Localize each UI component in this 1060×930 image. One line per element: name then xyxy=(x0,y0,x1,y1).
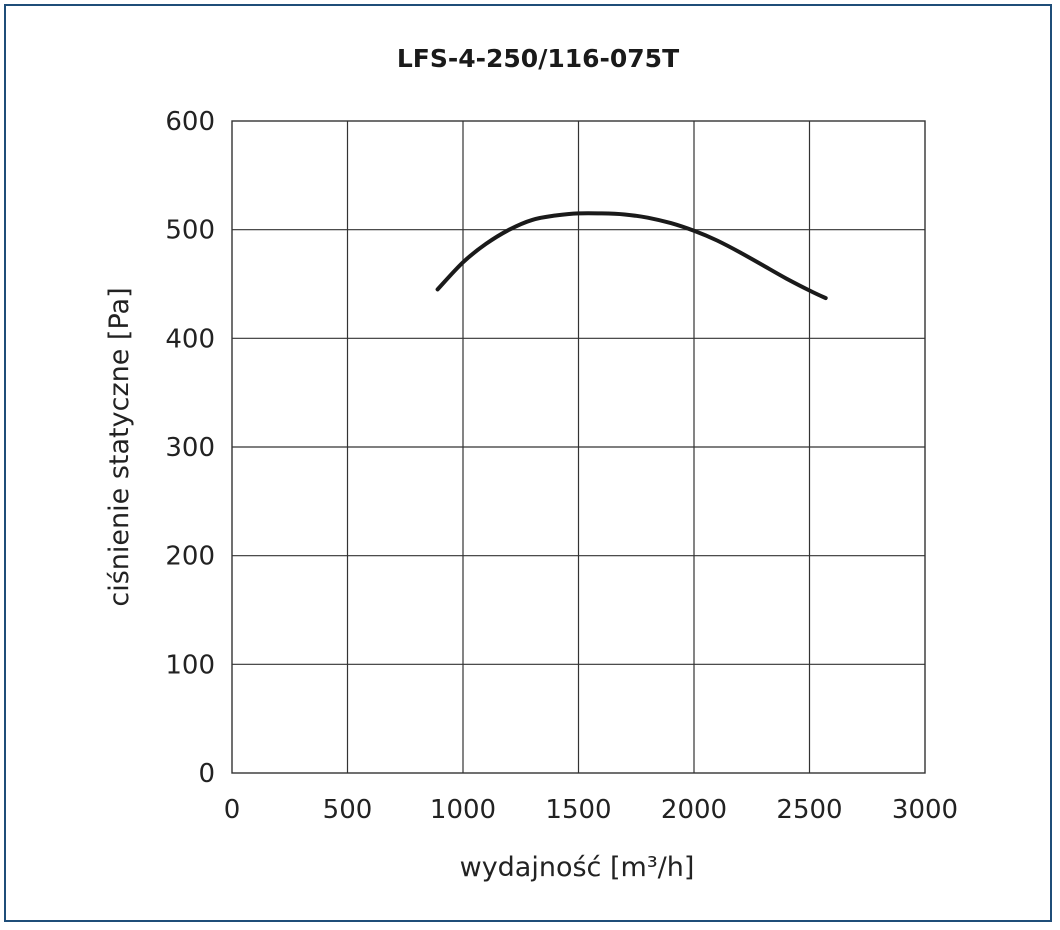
y-tick-label: 600 xyxy=(165,107,215,137)
y-tick-label: 100 xyxy=(165,650,215,680)
x-tick-labels: 0 500 1000 1500 2000 2500 3000 xyxy=(224,795,958,825)
y-tick-label: 300 xyxy=(165,433,215,463)
y-axis-label: ciśnienie statyczne [Pa] xyxy=(104,287,135,606)
x-tick-label: 0 xyxy=(224,795,241,825)
x-tick-label: 3000 xyxy=(892,795,958,825)
y-tick-label: 0 xyxy=(198,759,215,789)
grid xyxy=(232,121,925,773)
series-layer xyxy=(435,211,828,301)
y-tick-label: 500 xyxy=(165,216,215,246)
y-tick-labels: 0 100 200 300 400 500 600 xyxy=(165,107,215,789)
x-axis-label: wydajność [m³/h] xyxy=(460,852,695,883)
x-tick-label: 2500 xyxy=(776,795,842,825)
plot-area xyxy=(231,120,926,774)
y-tick-label: 400 xyxy=(165,324,215,354)
x-tick-label: 2000 xyxy=(661,795,727,825)
x-tick-label: 500 xyxy=(323,795,373,825)
x-tick-label: 1000 xyxy=(430,795,496,825)
y-tick-label: 200 xyxy=(165,542,215,572)
chart-title: LFS-4-250/116-075T xyxy=(397,44,679,73)
x-tick-label: 1500 xyxy=(545,795,611,825)
series-line xyxy=(435,211,828,301)
chart-frame xyxy=(4,4,1052,922)
